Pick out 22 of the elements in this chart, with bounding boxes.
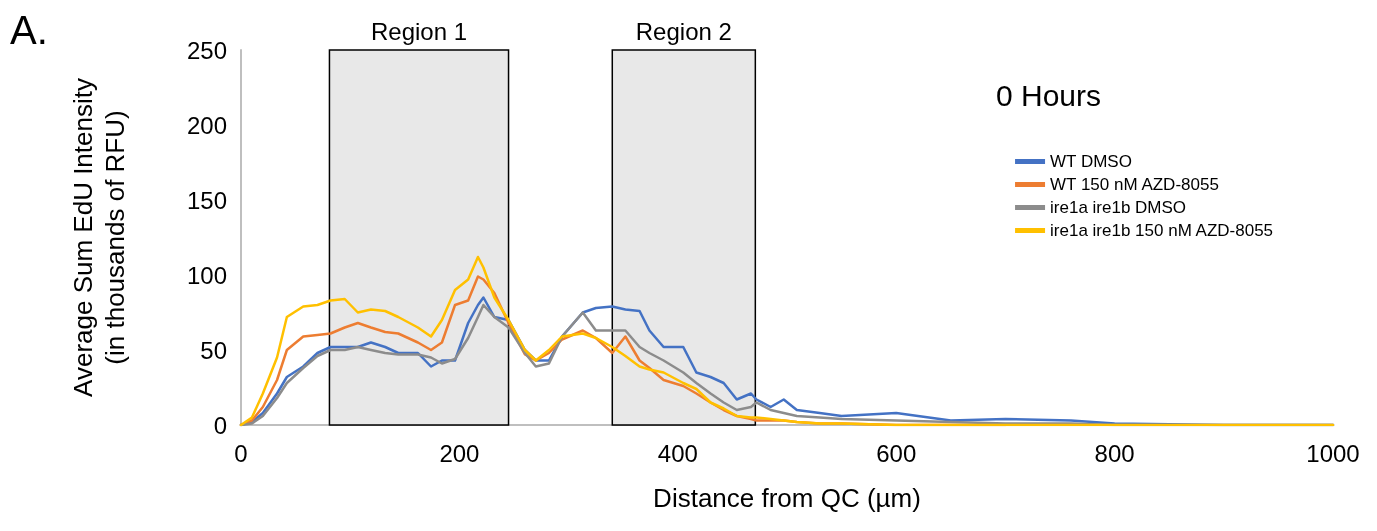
legend-label: WT 150 nM AZD-8055 — [1050, 175, 1219, 194]
y-tick-label: 250 — [186, 36, 227, 64]
y-axis-title: Average Sum EdU Intensity (in thousands of RFU) — [68, 78, 130, 397]
x-axis-title: Distance from QC (µm) — [653, 483, 921, 513]
y-tick-label: 100 — [186, 261, 227, 289]
legend-title: 0 Hours — [995, 78, 1101, 112]
y-tick-label: 150 — [186, 186, 227, 214]
x-tick-label: 400 — [657, 439, 698, 467]
legend-label: WT DMSO — [1050, 152, 1132, 171]
x-tick-label: 1000 — [1306, 439, 1360, 467]
text: A. — [10, 8, 48, 52]
band-label: Region 2 — [635, 17, 732, 45]
x-tick-label: 200 — [439, 439, 480, 467]
y-tick-label: 50 — [200, 336, 227, 364]
y-tick-label: 200 — [186, 111, 227, 139]
y-tick-label: 0 — [213, 411, 227, 439]
x-tick-label: 600 — [876, 439, 917, 467]
x-tick-label: 0 — [234, 439, 248, 467]
legend-label: ire1a ire1b 150 nM AZD-8055 — [1050, 221, 1274, 240]
band-label: Region 1 — [370, 17, 468, 45]
x-tick-label: 800 — [1094, 439, 1135, 467]
legend-label: ire1a ire1b DMSO — [1050, 198, 1187, 217]
